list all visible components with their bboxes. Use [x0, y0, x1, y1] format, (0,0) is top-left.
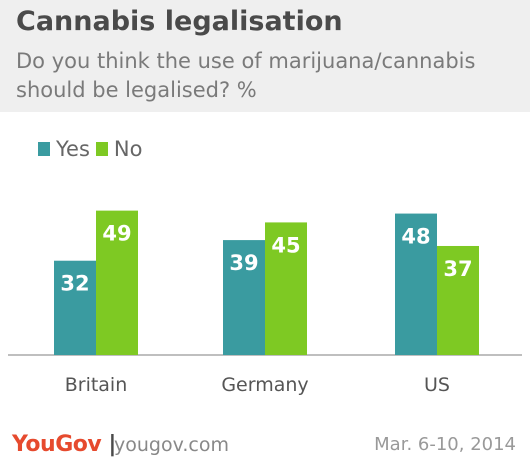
bar-no-britain: [96, 210, 138, 355]
bar-no-us: [437, 245, 479, 355]
category-label-britain: Britain: [65, 374, 128, 396]
legend: Yes No: [38, 136, 148, 162]
data-label-yes-us: 48: [401, 225, 430, 249]
survey-date: Mar. 6-10, 2014: [374, 434, 516, 455]
chart-header: Cannabis legalisation Do you think the u…: [0, 0, 530, 112]
logo-divider: |: [101, 432, 116, 457]
bar-chart: 32 49 Britain 39 45 Germany 48 37 US: [8, 210, 522, 396]
legend-item-no: No: [95, 137, 143, 161]
data-label-yes-germany: 39: [229, 251, 258, 275]
chart-subtitle: Do you think the use of marijuana/cannab…: [16, 49, 476, 102]
legend-label-yes: Yes: [56, 137, 90, 161]
legend-swatch-no: [95, 142, 108, 156]
chart-title: Cannabis legalisation: [16, 6, 343, 37]
data-label-no-germany: 45: [271, 233, 300, 257]
data-label-yes-britain: 32: [60, 272, 89, 296]
bar-yes-us: [395, 213, 437, 355]
data-label-no-britain: 49: [102, 222, 131, 246]
legend-item-yes: Yes: [38, 137, 90, 161]
legend-label-no: No: [113, 137, 143, 161]
bar-no-germany: [265, 222, 307, 355]
bar-yes-germany: [223, 240, 265, 355]
data-label-no-us: 37: [443, 257, 472, 281]
bar-yes-britain: [54, 260, 96, 355]
brand-name: YouGov: [12, 432, 102, 457]
yougov-logo: YouGov |: [12, 432, 116, 457]
category-label-us: US: [424, 374, 450, 396]
legend-swatch-yes: [38, 142, 50, 156]
category-label-germany: Germany: [221, 374, 308, 396]
website-label: yougov.com: [114, 434, 229, 456]
footer: YouGov | yougov.com Mar. 6-10, 2014: [0, 425, 530, 462]
